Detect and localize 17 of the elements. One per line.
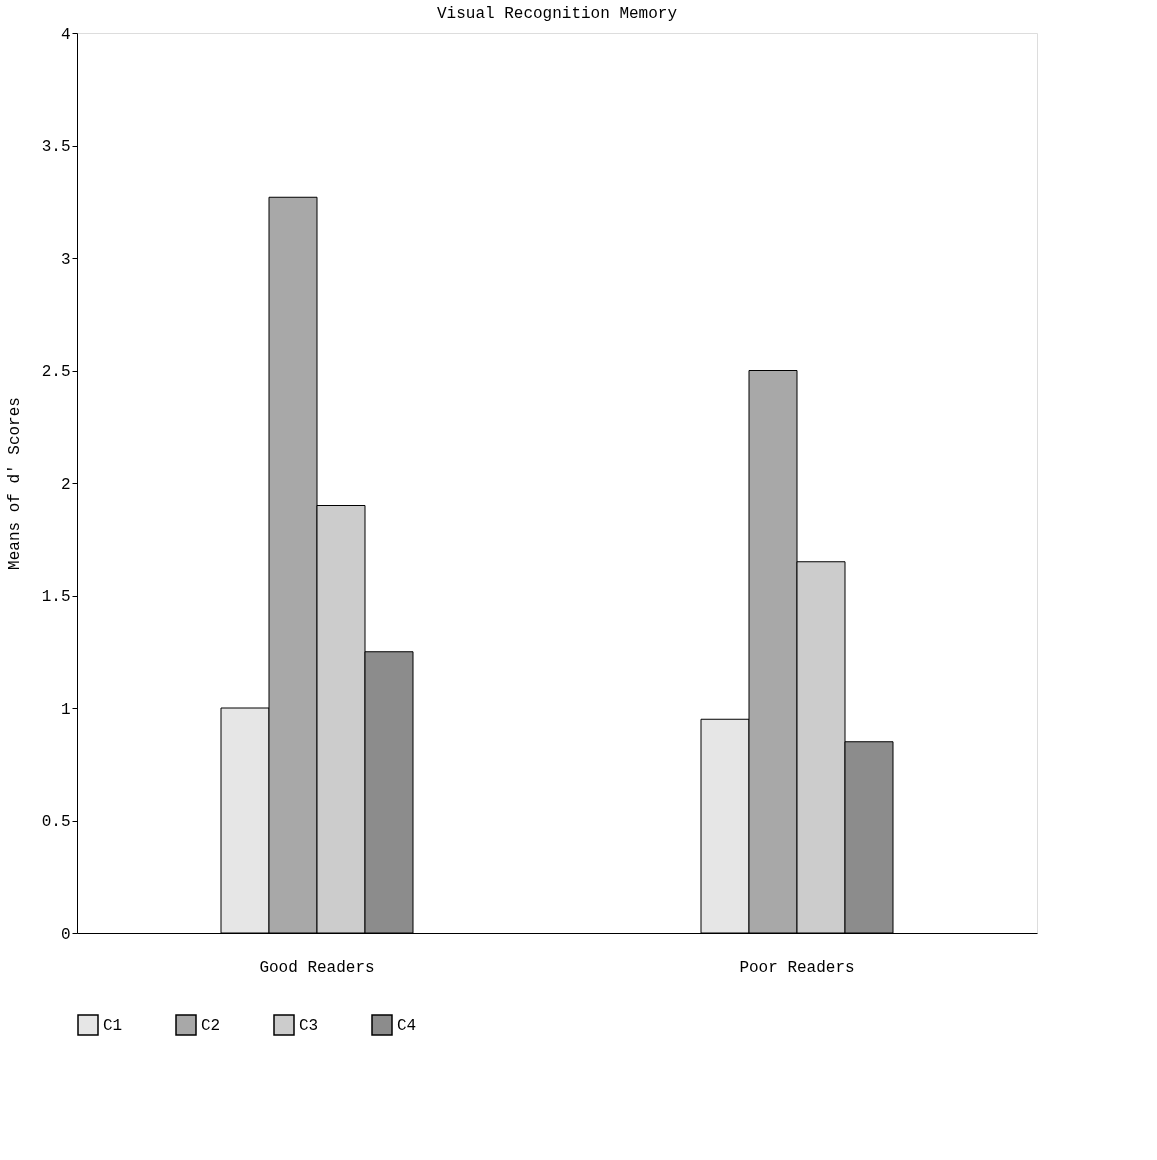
y-tick-label: 0 xyxy=(60,925,71,944)
y-tick-label: 2.5 xyxy=(41,363,71,381)
chart-title: Visual Recognition Memory xyxy=(436,5,678,23)
x-tick-label: Good Readers xyxy=(259,958,375,977)
legend-label: C3 xyxy=(299,1017,319,1035)
y-tick-label: 4 xyxy=(60,25,71,44)
y-tick-label: 3.5 xyxy=(41,138,71,156)
legend-label: C1 xyxy=(103,1017,123,1035)
legend-label: C2 xyxy=(201,1017,221,1035)
y-tick-label: 1 xyxy=(60,700,71,719)
y-tick-label: 3 xyxy=(60,250,71,269)
y-tick-label: 0.5 xyxy=(41,813,71,831)
x-tick-label: Poor Readers xyxy=(739,958,855,977)
y-tick-label: 2 xyxy=(60,475,71,494)
y-tick-label: 1.5 xyxy=(41,588,71,606)
y-axis-title: Means of d' Scores xyxy=(5,397,24,570)
legend-label: C4 xyxy=(397,1017,417,1035)
